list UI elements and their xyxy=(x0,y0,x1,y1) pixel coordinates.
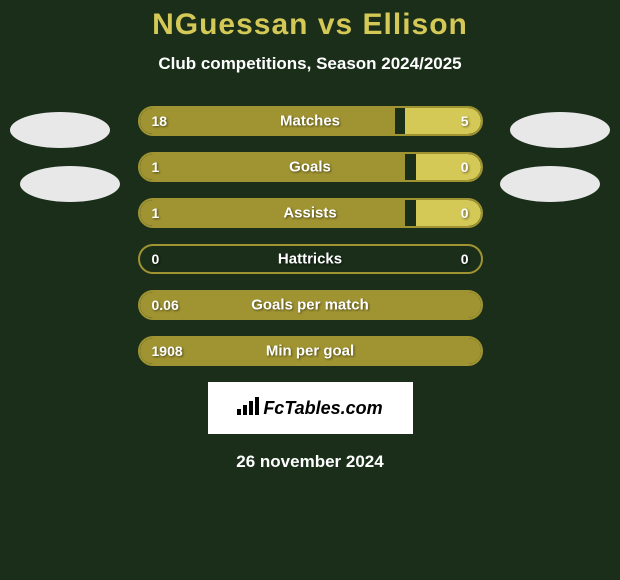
bar-value-left: 18 xyxy=(152,113,168,129)
bar-left-fill xyxy=(140,200,406,226)
bar-goals: 1 Goals 0 xyxy=(138,152,483,182)
bar-value-left: 0 xyxy=(152,251,160,267)
bar-value-right: 5 xyxy=(461,113,469,129)
bar-left-fill xyxy=(140,108,396,134)
bar-label: Hattricks xyxy=(278,251,342,268)
bar-value-left: 1908 xyxy=(152,343,183,359)
player-badge-left-2 xyxy=(20,166,120,202)
subtitle: Club competitions, Season 2024/2025 xyxy=(0,54,620,74)
bar-left-fill xyxy=(140,154,406,180)
logo-text: FcTables.com xyxy=(263,398,382,419)
player-badge-right-1 xyxy=(510,112,610,148)
bars-wrapper: 18 Matches 5 1 Goals 0 1 Assists 0 xyxy=(138,106,483,366)
bar-min-per-goal: 1908 Min per goal xyxy=(138,336,483,366)
bar-value-right: 0 xyxy=(461,205,469,221)
player-badge-right-2 xyxy=(500,166,600,202)
bar-label: Goals per match xyxy=(251,297,369,314)
bar-value-left: 1 xyxy=(152,159,160,175)
comparison-container: NGuessan vs Ellison Club competitions, S… xyxy=(0,0,620,472)
bar-hattricks: 0 Hattricks 0 xyxy=(138,244,483,274)
bar-value-right: 0 xyxy=(461,159,469,175)
date-label: 26 november 2024 xyxy=(10,452,610,472)
bar-label: Goals xyxy=(289,159,331,176)
logo-box[interactable]: FcTables.com xyxy=(208,382,413,434)
bar-value-right: 0 xyxy=(461,251,469,267)
logo-content: FcTables.com xyxy=(237,397,382,420)
bar-matches: 18 Matches 5 xyxy=(138,106,483,136)
bar-label: Matches xyxy=(280,113,340,130)
chart-area: 18 Matches 5 1 Goals 0 1 Assists 0 xyxy=(0,106,620,472)
bar-assists: 1 Assists 0 xyxy=(138,198,483,228)
bar-right-fill xyxy=(416,154,481,180)
bar-goals-per-match: 0.06 Goals per match xyxy=(138,290,483,320)
bar-right-fill xyxy=(405,108,480,134)
bar-value-left: 1 xyxy=(152,205,160,221)
bar-right-fill xyxy=(416,200,481,226)
player-badge-left-1 xyxy=(10,112,110,148)
bar-label: Assists xyxy=(283,205,336,222)
bar-label: Min per goal xyxy=(266,343,354,360)
bar-value-left: 0.06 xyxy=(152,297,179,313)
page-title: NGuessan vs Ellison xyxy=(0,8,620,42)
chart-icon xyxy=(237,397,259,420)
